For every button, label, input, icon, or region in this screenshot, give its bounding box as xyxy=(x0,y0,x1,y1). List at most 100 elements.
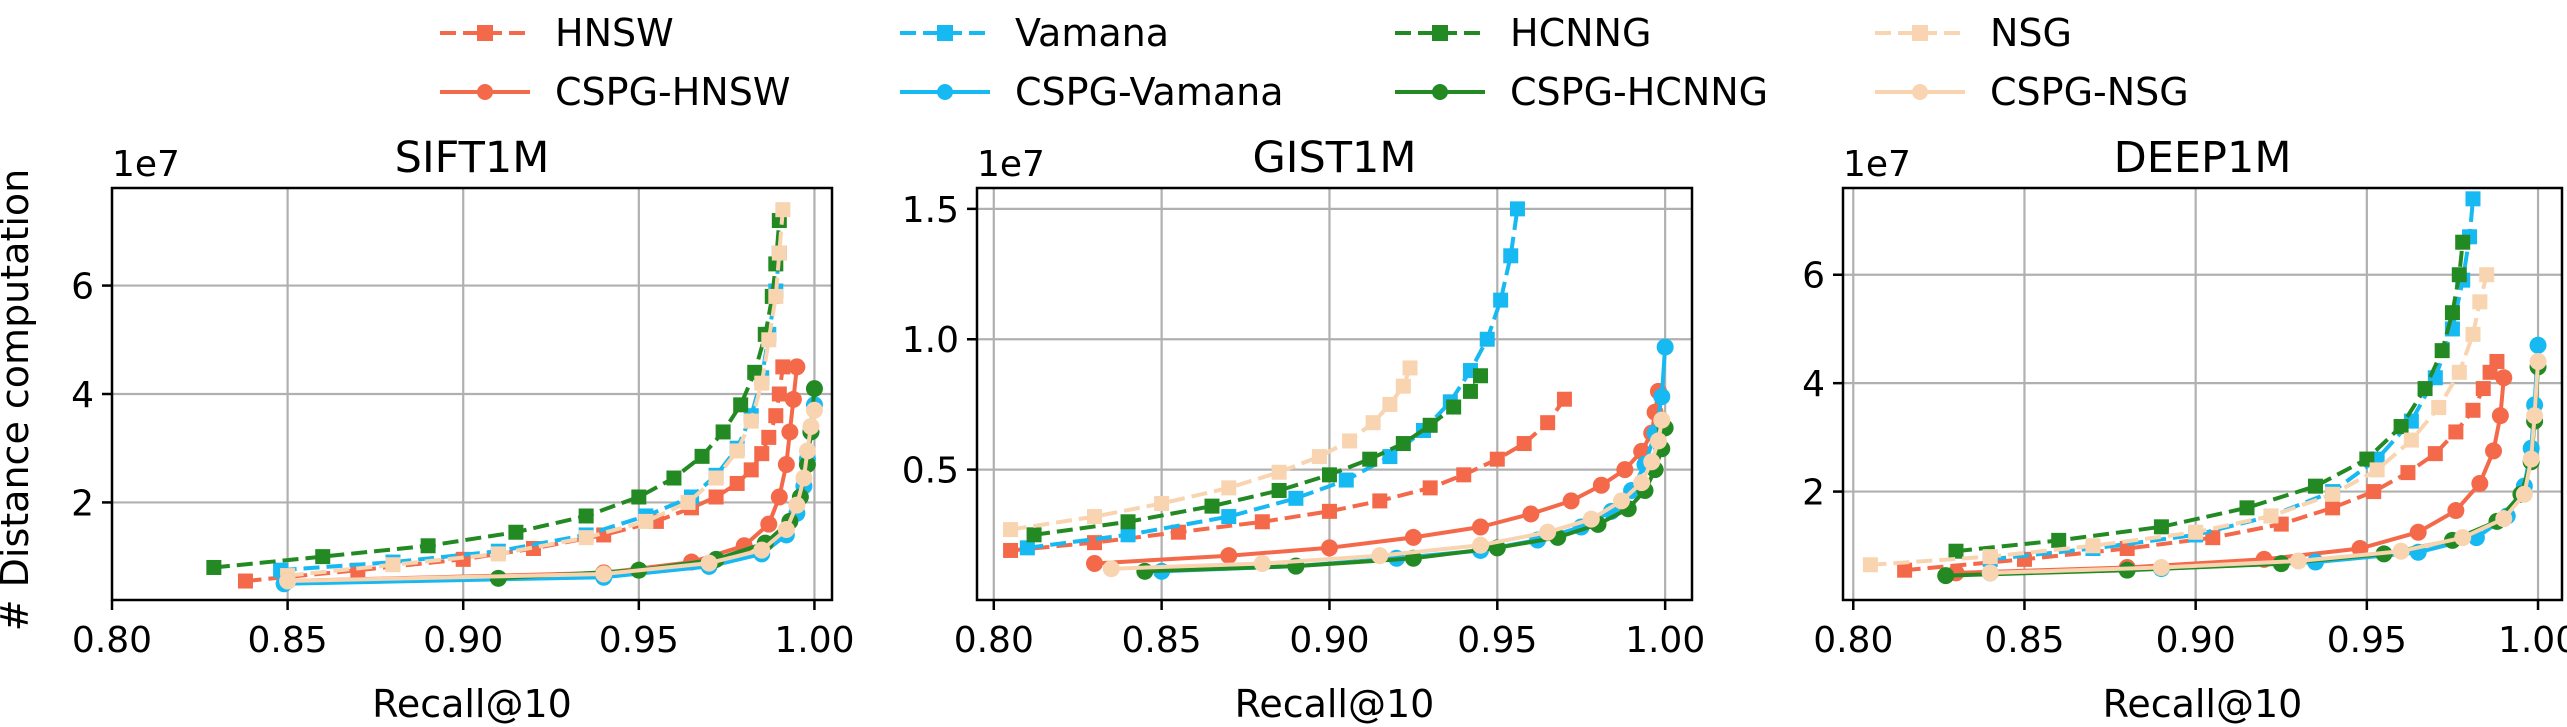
data-point xyxy=(2529,352,2547,370)
data-point xyxy=(1085,554,1103,572)
data-point xyxy=(1204,498,1220,514)
data-point xyxy=(1402,360,1418,376)
legend-marker xyxy=(1912,25,1928,41)
legend-label: NSG xyxy=(1990,11,2072,55)
offset-label: 1e7 xyxy=(977,144,1045,185)
data-point xyxy=(1220,547,1238,565)
data-point xyxy=(1321,467,1337,483)
data-point xyxy=(1382,449,1398,465)
data-point xyxy=(2263,508,2279,524)
series-cspg-hcnng xyxy=(1937,358,2547,585)
data-point xyxy=(761,332,777,348)
data-point xyxy=(2369,462,2385,478)
data-point xyxy=(1362,451,1378,467)
data-point xyxy=(1320,539,1338,557)
legend-label: Vamana xyxy=(1015,11,1169,55)
data-point xyxy=(798,442,816,460)
data-point xyxy=(2239,500,2255,516)
data-point xyxy=(2447,502,2465,520)
data-point xyxy=(2307,478,2323,494)
x-tick-label: 0.85 xyxy=(1984,620,2064,661)
legend-item-nsg: NSG xyxy=(1875,11,2072,55)
data-point xyxy=(315,549,331,565)
data-point xyxy=(743,462,759,478)
data-point xyxy=(1653,411,1671,429)
data-point xyxy=(490,546,506,562)
data-point xyxy=(2051,532,2067,548)
data-point xyxy=(1479,331,1495,347)
data-point xyxy=(2409,523,2427,541)
data-point xyxy=(694,448,710,464)
chart-title: GIST1M xyxy=(1252,133,1416,183)
data-point xyxy=(1321,503,1337,519)
data-point xyxy=(700,554,718,572)
series-vamana xyxy=(273,245,787,578)
series-line xyxy=(1989,198,2475,562)
y-tick-label: 1.0 xyxy=(902,320,959,361)
series-cspg-nsg xyxy=(1102,411,1671,578)
y-tick-label: 6 xyxy=(71,267,94,308)
data-point xyxy=(2526,407,2544,425)
series-nsg xyxy=(1862,267,2495,573)
x-tick-label: 0.85 xyxy=(248,620,328,661)
data-point xyxy=(802,418,820,436)
x-tick-label: 0.95 xyxy=(1457,620,1537,661)
x-tick-label: 0.80 xyxy=(954,620,1034,661)
data-point xyxy=(1254,514,1270,530)
data-point xyxy=(1253,554,1271,572)
series-cspg-nsg xyxy=(279,401,823,590)
axes-frame xyxy=(975,186,1694,602)
y-tick-label: 4 xyxy=(1802,364,1825,405)
legend-marker xyxy=(1912,84,1928,100)
series-line xyxy=(287,409,817,583)
data-point xyxy=(2444,305,2460,321)
data-point xyxy=(1372,493,1388,509)
legend-item-hcnng: HCNNG xyxy=(1395,11,1651,55)
legend-item-cspg-hcnng: CSPG-HCNNG xyxy=(1395,70,1768,114)
legend-label: HCNNG xyxy=(1510,11,1651,55)
data-point xyxy=(2400,465,2416,481)
chart-title: SIFT1M xyxy=(395,133,550,183)
data-point xyxy=(1102,560,1120,578)
data-point xyxy=(795,469,813,487)
legend-label: CSPG-Vamana xyxy=(1015,70,1284,114)
data-point xyxy=(1342,433,1358,449)
x-axis-label: Recall@10 xyxy=(1235,682,1435,726)
data-point xyxy=(1456,467,1472,483)
data-point xyxy=(775,202,791,218)
data-point xyxy=(761,429,777,445)
legend: HNSW Vamana HCNNG NSG CSPG-HNSW CSPG-Vamana CS… xyxy=(440,11,2189,114)
data-point xyxy=(771,386,787,402)
series-line xyxy=(1955,241,2465,554)
data-point xyxy=(1404,528,1422,546)
legend-marker xyxy=(937,84,953,100)
plot-area xyxy=(1003,201,1674,580)
data-point xyxy=(2451,364,2467,380)
data-point xyxy=(2455,234,2471,250)
data-point xyxy=(1382,396,1398,412)
data-point xyxy=(754,446,770,462)
data-point xyxy=(1120,527,1136,543)
data-point xyxy=(1446,399,1462,415)
data-point xyxy=(729,475,745,491)
legend-item-cspg-nsg: CSPG-NSG xyxy=(1875,70,2189,114)
data-point xyxy=(680,494,696,510)
x-tick-label: 1.00 xyxy=(2498,620,2567,661)
y-tick-label: 6 xyxy=(1802,256,1825,297)
data-point xyxy=(2529,336,2547,354)
data-point xyxy=(2522,450,2540,468)
data-point xyxy=(788,358,806,376)
data-point xyxy=(2475,381,2491,397)
data-point xyxy=(1556,391,1572,407)
data-point xyxy=(784,390,802,408)
series-line xyxy=(280,252,782,573)
data-point xyxy=(1516,436,1532,452)
data-point xyxy=(1371,547,1389,565)
legend-item-vamana: Vamana xyxy=(900,11,1169,55)
data-point xyxy=(1003,522,1019,538)
data-point xyxy=(1981,564,1999,582)
data-point xyxy=(1422,480,1438,496)
data-point xyxy=(777,455,795,473)
data-point xyxy=(733,397,749,413)
data-point xyxy=(2489,353,2505,369)
